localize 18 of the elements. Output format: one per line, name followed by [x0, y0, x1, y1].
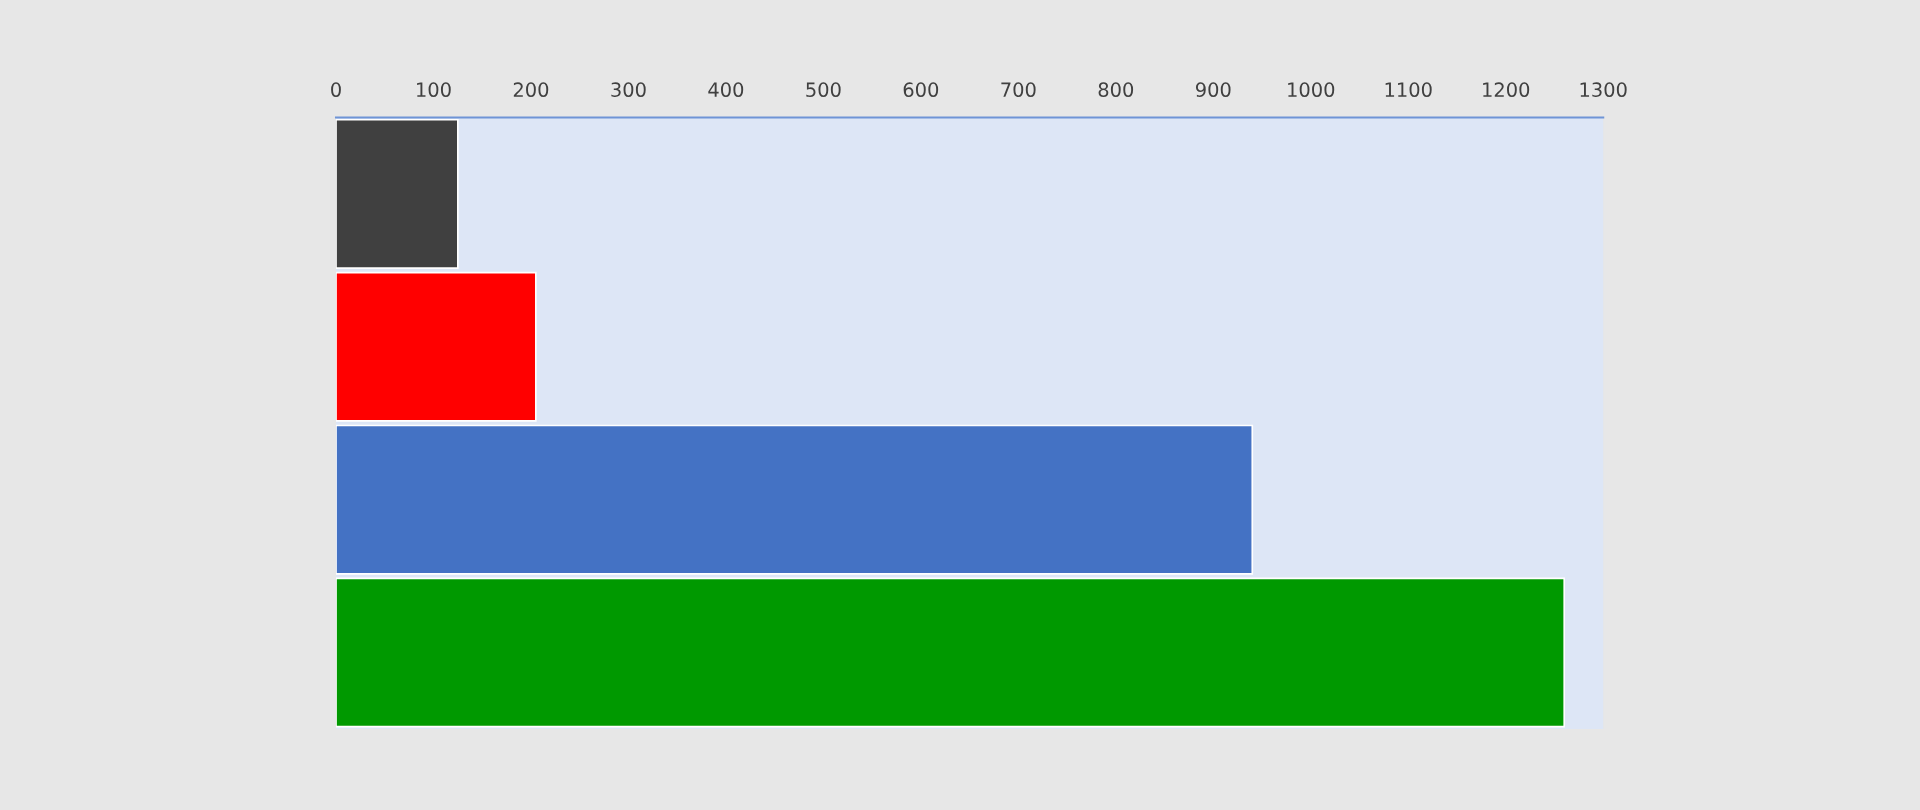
x-tick-label: 700	[1001, 82, 1036, 98]
x-tick-label: 0	[331, 82, 341, 98]
bar	[336, 424, 1254, 575]
bar	[336, 577, 1566, 728]
x-tick-label: 800	[1098, 82, 1134, 98]
x-tick-label: 300	[611, 82, 646, 98]
x-tick-label: 1300	[1580, 82, 1627, 98]
x-tick-label: 400	[708, 82, 744, 98]
x-tick-label: 200	[513, 82, 549, 98]
x-tick-label: 1200	[1483, 82, 1530, 98]
x-tick-label: 1100	[1385, 82, 1432, 98]
x-tick-label: 600	[903, 82, 939, 98]
bar	[336, 118, 459, 269]
x-tick-label: 1000	[1288, 82, 1335, 98]
bar	[336, 271, 537, 422]
x-tick-label: 100	[417, 82, 451, 98]
x-tick-label: 900	[1195, 82, 1231, 98]
x-tick-label: 500	[806, 82, 841, 98]
